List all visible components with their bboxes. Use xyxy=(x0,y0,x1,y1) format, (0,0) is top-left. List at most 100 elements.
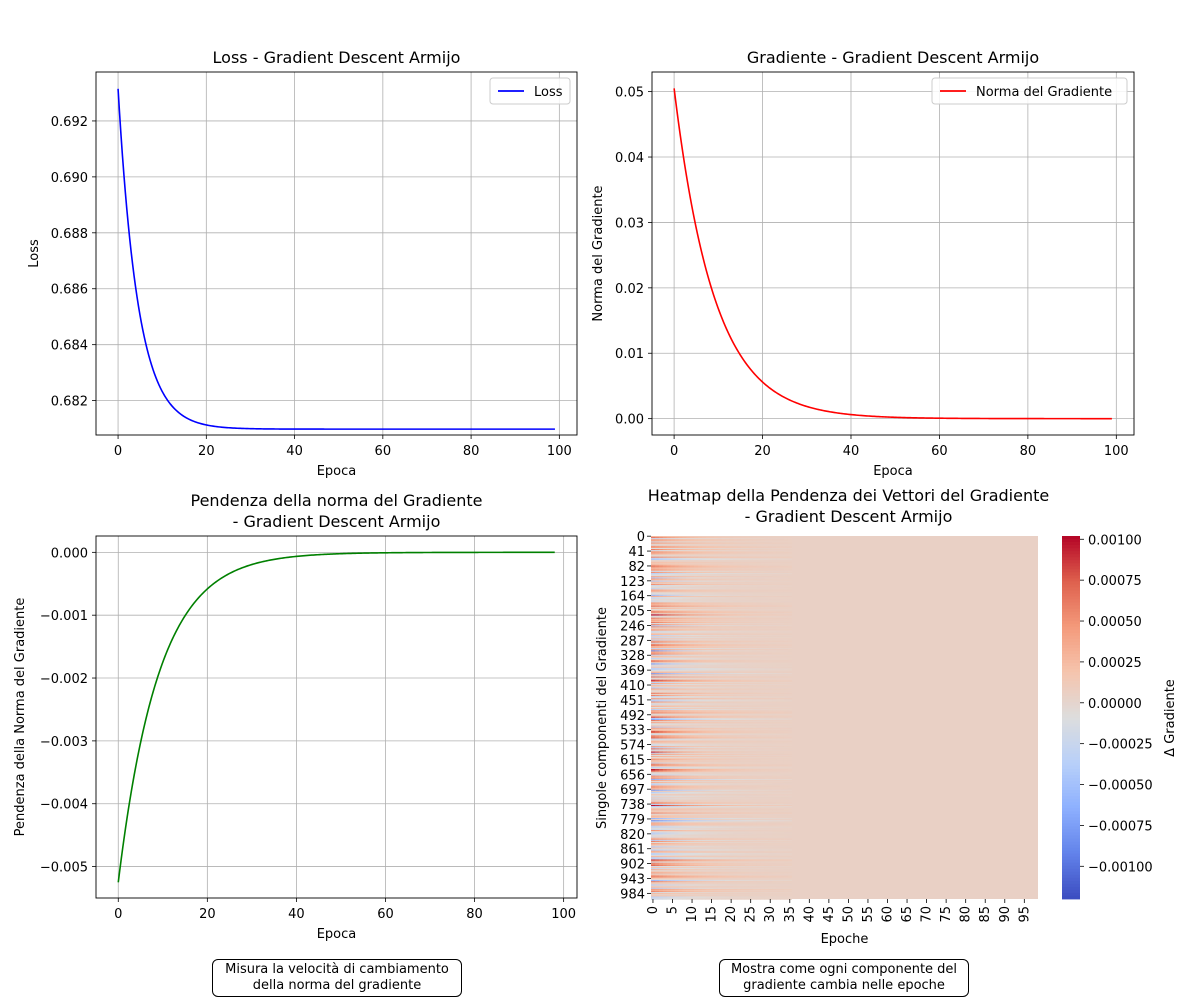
heatmap-cell xyxy=(768,569,773,571)
heatmap-cell xyxy=(768,667,773,669)
heatmap-cell xyxy=(772,547,777,550)
heatmap-cell xyxy=(670,578,675,580)
heatmap-cell xyxy=(705,551,710,553)
heatmap-cell xyxy=(780,657,785,660)
heatmap-cell xyxy=(744,666,750,668)
heatmap-cell xyxy=(752,591,757,593)
heatmap-cell xyxy=(697,569,703,571)
heatmap-cell xyxy=(654,577,660,579)
heatmap-cell xyxy=(725,675,730,677)
heatmap-cell xyxy=(764,577,769,579)
heatmap-cell xyxy=(721,649,726,651)
heatmap-cell xyxy=(772,639,777,641)
heatmap-cell xyxy=(666,579,671,581)
heatmap-cell xyxy=(760,627,765,629)
heatmap-cell xyxy=(729,631,734,633)
heatmap-cell xyxy=(772,553,777,555)
heatmap-cell xyxy=(701,640,707,642)
heatmap-cell xyxy=(756,628,761,630)
heatmap-cell xyxy=(654,680,660,682)
heatmap-cell xyxy=(670,662,675,664)
heatmap-cell xyxy=(666,647,671,649)
heatmap-cell xyxy=(744,599,750,601)
heatmap-cell xyxy=(737,588,742,590)
heatmap-cell xyxy=(748,545,753,547)
heatmap-cell xyxy=(713,604,718,606)
heatmap-cell xyxy=(705,579,710,581)
heatmap-cell xyxy=(733,618,738,620)
heatmap-cell xyxy=(768,668,773,670)
heatmap-cell xyxy=(760,545,765,547)
heatmap-cell xyxy=(690,588,695,590)
heatmap-cell xyxy=(674,600,679,602)
heatmap-cell xyxy=(674,595,679,597)
heatmap-cell xyxy=(768,605,773,607)
legend-frame xyxy=(489,77,571,105)
heatmap-cell xyxy=(654,552,660,554)
heatmap-cell xyxy=(768,625,773,627)
heatmap-cell xyxy=(713,539,718,541)
heatmap-cell xyxy=(717,541,722,543)
heatmap-cell xyxy=(733,578,738,580)
heatmap-cell xyxy=(717,581,722,583)
heatmap-cell xyxy=(725,586,730,588)
heatmap-cell xyxy=(744,632,750,635)
heatmap-cell xyxy=(694,591,699,593)
legend-entry: Norma del Gradiente xyxy=(976,85,1112,100)
heatmap-cell xyxy=(670,680,675,682)
heatmap-cell xyxy=(740,543,746,545)
heatmap-cell xyxy=(740,613,746,615)
heatmap-cell xyxy=(678,634,683,636)
heatmap-cell xyxy=(717,629,722,631)
heatmap-cell xyxy=(651,672,656,674)
heatmap-cell xyxy=(737,680,742,682)
heatmap-cell xyxy=(744,575,750,577)
heatmap-cell xyxy=(768,619,773,621)
heatmap-cell xyxy=(760,657,765,660)
heatmap-cell xyxy=(713,618,718,620)
heatmap-cell xyxy=(733,588,738,590)
heatmap-cell xyxy=(756,542,761,544)
heatmap-cell xyxy=(690,677,695,679)
heatmap-cell xyxy=(772,645,777,648)
heatmap-cell xyxy=(670,666,675,668)
heatmap-cell xyxy=(737,631,742,633)
heatmap-cell xyxy=(682,544,687,546)
heatmap-cell xyxy=(729,570,734,572)
heatmap-cell xyxy=(694,606,699,608)
heatmap-cell xyxy=(740,603,746,605)
heatmap-cell xyxy=(721,541,726,543)
heatmap-cell xyxy=(705,653,710,655)
heatmap-cell xyxy=(748,611,753,613)
heatmap-cell xyxy=(783,589,789,591)
heatmap-cell xyxy=(690,671,695,673)
heatmap-cell xyxy=(783,629,789,631)
heatmap-cell xyxy=(760,543,765,545)
heatmap-cell xyxy=(651,603,656,605)
heatmap-cell xyxy=(678,554,683,556)
heatmap-cell xyxy=(709,539,714,541)
heatmap-cell xyxy=(654,660,660,662)
heatmap-cell xyxy=(787,680,793,682)
heatmap-cell xyxy=(760,606,765,608)
heatmap-cell xyxy=(783,566,789,568)
heatmap-cell xyxy=(682,586,687,588)
heatmap-cell xyxy=(760,662,765,664)
heatmap-cell xyxy=(721,585,726,587)
heatmap-cell xyxy=(682,613,687,615)
heatmap-cell xyxy=(658,639,664,641)
heatmap-cell xyxy=(717,639,722,641)
heatmap-cell xyxy=(780,627,785,629)
heatmap-cell xyxy=(670,653,675,655)
heatmap-cell xyxy=(740,600,746,602)
heatmap-cell xyxy=(721,622,726,624)
heatmap-cell xyxy=(733,557,738,559)
heatmap-cell xyxy=(729,676,734,678)
heatmap-cell xyxy=(682,610,687,612)
heatmap-cell xyxy=(756,590,761,592)
heatmap-cell xyxy=(694,652,699,654)
heatmap-cell xyxy=(651,591,656,593)
heatmap-cell xyxy=(670,616,675,618)
heatmap-cell xyxy=(729,596,734,599)
heatmap-cell xyxy=(682,652,687,654)
